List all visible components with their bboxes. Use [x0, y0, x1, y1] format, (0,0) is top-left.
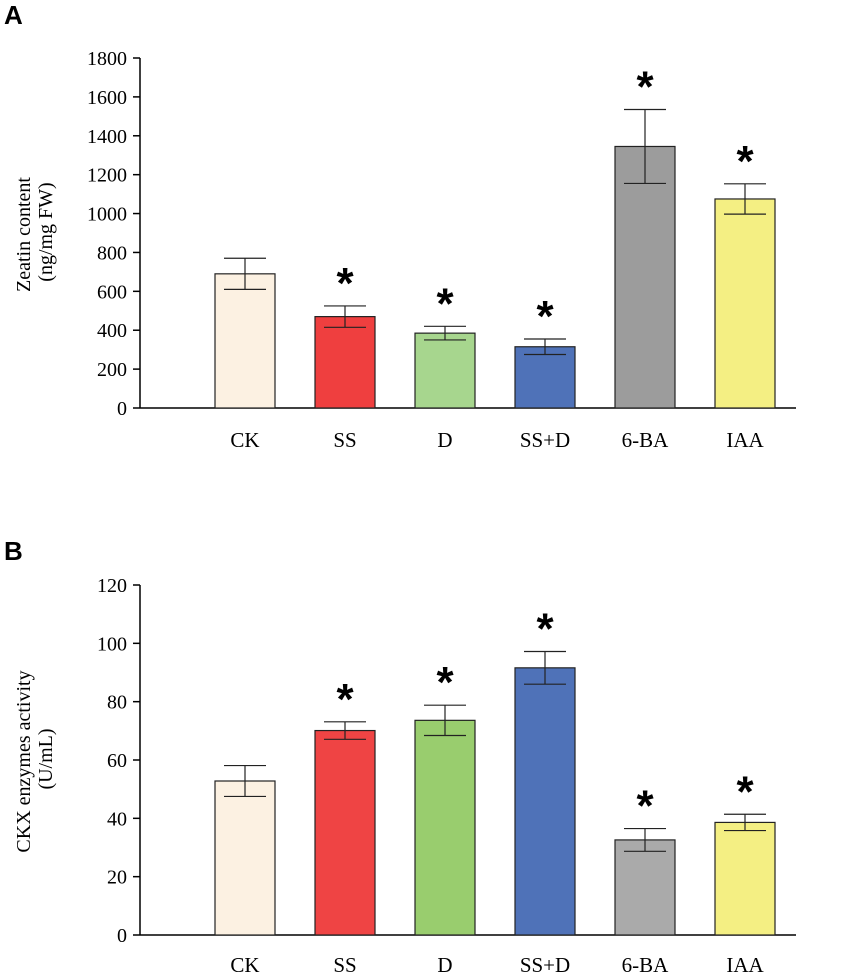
panel-a: A 0 200 400 600 800 1000 1200 1400 1600 1800 CK * SS… — [4, 0, 796, 452]
panel-b-significance-marker: * — [636, 782, 654, 831]
panel-b-bar-ss — [314, 729, 376, 936]
panel-a-ytick-label: 400 — [97, 320, 127, 342]
panel-b: B 0 20 40 60 80 100 120 CK * SS * D * SS+D * 6-BA * IAA C… — [4, 536, 796, 977]
panel-a-ytick-label: 800 — [97, 242, 127, 264]
panel-a-ytick-label: 1800 — [87, 48, 127, 70]
panel-b-letter: B — [4, 536, 23, 566]
panel-a-ytick-label: 1200 — [87, 165, 127, 187]
panel-b-ylabel: CKX enzymes activity (U/mL) — [13, 665, 57, 852]
panel-a-ylabel-line-2: (ng/mg FW) — [35, 182, 57, 281]
panel-b-category-label: D — [437, 953, 452, 977]
panel-a-category-label: IAA — [726, 428, 764, 452]
panel-a-category-label: D — [437, 428, 452, 452]
panel-a-ylabel: Zeatin content (ng/mg FW) — [13, 172, 57, 292]
panel-b-axes: 0 20 40 60 80 100 120 CK * SS * D * SS+D * 6-BA * IAA — [97, 575, 796, 977]
panel-a-bar-ck — [214, 273, 276, 409]
panel-b-bar-d — [414, 719, 476, 936]
panel-b-category-label: IAA — [726, 953, 764, 977]
panel-a-bar-6-ba — [614, 145, 676, 409]
panel-a-ytick-label: 1600 — [87, 87, 127, 109]
panel-a-ytick-label: 600 — [97, 281, 127, 303]
panel-b-category-label: 6-BA — [622, 953, 670, 977]
panel-b-ytick-label: 20 — [107, 867, 127, 889]
panel-a-ylabel-line-1: Zeatin content — [13, 177, 35, 292]
panel-a-category-label: 6-BA — [622, 428, 670, 452]
panel-a-category-label: CK — [230, 428, 259, 452]
panel-a-significance-marker: * — [636, 63, 654, 112]
panel-a-bar-d — [414, 332, 476, 409]
panel-a-ytick-label: 1000 — [87, 204, 127, 226]
panel-a-category-label: SS+D — [520, 428, 570, 452]
panel-b-ytick-label: 40 — [107, 808, 127, 830]
panel-a-ytick-label: 0 — [117, 398, 127, 420]
panel-a-bar-ss-d — [514, 346, 576, 409]
panel-b-category-label: CK — [230, 953, 259, 977]
panel-b-ytick-label: 120 — [97, 575, 127, 597]
panel-b-ytick-label: 100 — [97, 633, 127, 655]
panel-a-bar-ss — [314, 316, 376, 409]
panel-b-category-label: SS+D — [520, 953, 570, 977]
panel-b-ylabel-line-2: (U/mL) — [35, 728, 57, 789]
panel-a-significance-marker: * — [436, 279, 454, 328]
panel-b-significance-marker: * — [536, 605, 554, 654]
panel-b-significance-marker: * — [436, 658, 454, 707]
panel-b-significance-marker: * — [736, 767, 754, 816]
panel-a-bar-iaa — [714, 198, 776, 409]
panel-a-significance-marker: * — [736, 137, 754, 186]
panel-b-ytick-label: 80 — [107, 692, 127, 714]
panel-b-ytick-label: 60 — [107, 750, 127, 772]
panel-a-ytick-label: 200 — [97, 359, 127, 381]
panel-b-category-label: SS — [333, 953, 356, 977]
panel-a-significance-marker: * — [536, 292, 554, 341]
panel-a-significance-marker: * — [336, 259, 354, 308]
panel-b-bar-6-ba — [614, 839, 676, 936]
panel-a-axes: 0 200 400 600 800 1000 1200 1400 1600 1800 CK * SS * D… — [87, 48, 796, 452]
panel-b-bar-ss-d — [514, 667, 576, 936]
panel-a-ytick-label: 1400 — [87, 126, 127, 148]
panel-b-bar-iaa — [714, 821, 776, 936]
panel-a-category-label: SS — [333, 428, 356, 452]
panel-b-ytick-label: 0 — [117, 925, 127, 947]
panel-b-ylabel-line-1: CKX enzymes activity — [13, 670, 35, 852]
panel-b-significance-marker: * — [336, 675, 354, 724]
panel-b-bar-ck — [214, 780, 276, 936]
panel-a-letter: A — [4, 0, 23, 30]
